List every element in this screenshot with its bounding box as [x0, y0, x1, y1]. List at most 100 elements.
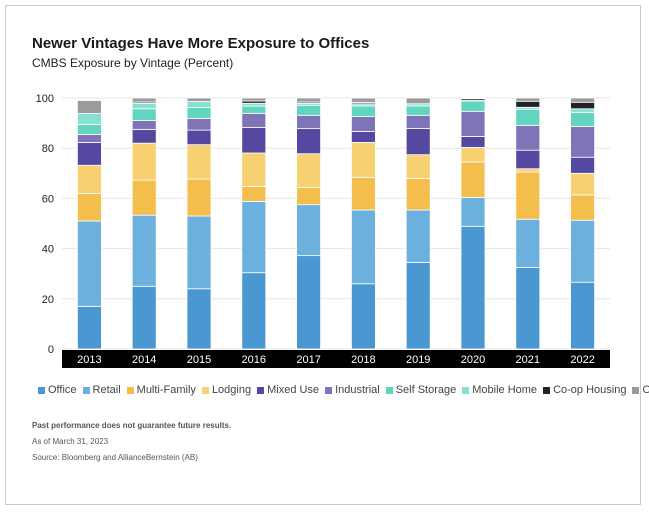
bar-segment-mixed-use-2018 [350, 130, 376, 143]
bar-segment-mixed-use-2013 [77, 142, 102, 166]
bar-segment-self-storage-2015 [186, 107, 212, 119]
bar-segment-lodging-2017 [296, 153, 322, 188]
bar-segment-other-2019 [405, 97, 431, 105]
bar-segment-self-storage-2020 [460, 100, 486, 112]
as-of-note: As of March 31, 2023 [32, 437, 109, 446]
bar-segment-self-storage-2022 [570, 111, 595, 127]
bar-segment-industrial-2013 [77, 133, 102, 143]
stacked-bar-chart: 0 20 40 60 80 100 2013 2014 2015 2016 2017 2018 2019… [36, 93, 610, 368]
bar-segment-office-2021 [515, 267, 541, 350]
bar-segment-multi-family-2015 [186, 178, 212, 217]
legend-swatch [257, 386, 265, 394]
legend-label: Industrial [335, 384, 380, 396]
legend-swatch [325, 386, 333, 394]
legend-item: Office [38, 384, 77, 396]
bar-segment-self-storage-2017 [296, 104, 322, 116]
bar-segment-multi-family-2016 [241, 185, 267, 202]
bar-segment-retail-2021 [515, 218, 541, 268]
bar-segment-retail-2015 [186, 215, 212, 290]
bar-segment-mixed-use-2014 [131, 128, 157, 144]
x-tick-label: 2014 [132, 354, 156, 366]
legend-item: Self Storage [385, 384, 457, 396]
legend-label: Co-op Housing [553, 384, 627, 396]
legend-label: Mobile Home [472, 384, 538, 396]
bar-segment-mixed-use-2020 [460, 136, 486, 148]
bar-segment-co-op-housing-2022 [570, 101, 595, 110]
bar-segment-retail-2013 [77, 220, 102, 307]
x-tick-label: 2021 [516, 354, 540, 366]
x-tick-label: 2015 [187, 354, 211, 366]
bar-segment-self-storage-2013 [77, 123, 102, 135]
x-tick-label: 2017 [296, 354, 320, 366]
chart-legend: Office Retail Multi-Family Lodging Mixed Use… [38, 384, 649, 396]
bar-segment-lodging-2014 [131, 142, 157, 181]
bar-segment-industrial-2014 [131, 120, 157, 130]
bar-segment-mobile-home-2013 [77, 113, 102, 125]
y-tick-label: 40 [42, 244, 54, 256]
bar-segment-lodging-2013 [77, 164, 102, 194]
legend-label: Multi-Family [136, 384, 196, 396]
bar-segment-industrial-2020 [460, 110, 486, 137]
legend-swatch [82, 386, 90, 394]
y-tick-label: 80 [42, 143, 54, 155]
bar-segment-industrial-2015 [186, 117, 212, 131]
bar-segment-office-2020 [460, 225, 486, 350]
bar-segment-retail-2020 [460, 196, 486, 227]
bar-segment-office-2019 [405, 262, 431, 350]
bar-segment-lodging-2016 [241, 152, 267, 187]
bar-segment-multi-family-2020 [460, 161, 486, 198]
legend-label: Office [48, 384, 77, 396]
bar-segment-retail-2018 [350, 209, 376, 285]
bar-segment-other-2018 [350, 97, 376, 103]
bar-segment-mixed-use-2019 [405, 127, 431, 156]
chart-subtitle: CMBS Exposure by Vintage (Percent) [32, 56, 234, 70]
legend-label: Self Storage [395, 384, 457, 396]
bar-segment-office-2016 [241, 272, 267, 350]
bar-segment-industrial-2021 [515, 124, 541, 151]
bar-segment-multi-family-2018 [350, 176, 376, 211]
bar-segment-other-2016 [241, 97, 267, 102]
bar-segment-lodging-2019 [405, 154, 431, 179]
disclaimer-note: Past performance does not guarantee futu… [32, 421, 232, 430]
bar-segment-lodging-2018 [350, 142, 376, 178]
bar-segment-industrial-2019 [405, 114, 431, 129]
bar-segment-self-storage-2014 [131, 108, 157, 121]
bar-segment-multi-family-2017 [296, 186, 322, 206]
x-tick-label: 2016 [242, 354, 266, 366]
bar-segment-mobile-home-2014 [131, 102, 157, 110]
bar-segment-other-2015 [186, 97, 212, 102]
bar-segment-office-2018 [350, 283, 376, 350]
legend-item: Multi-Family [126, 384, 196, 396]
bar-segment-multi-family-2022 [570, 194, 595, 221]
legend-swatch [126, 386, 134, 394]
bar-segment-mixed-use-2021 [515, 149, 541, 170]
bar-segment-other-2020 [460, 97, 486, 100]
bar-segment-retail-2019 [405, 209, 431, 263]
bar-segment-mobile-home-2015 [186, 101, 212, 108]
x-tick-label: 2018 [351, 354, 375, 366]
y-tick-label: 20 [42, 294, 54, 306]
bar-segment-office-2017 [296, 255, 322, 350]
bar-segment-self-storage-2021 [515, 108, 541, 126]
legend-item: Industrial [325, 384, 380, 396]
legend-swatch [38, 386, 45, 394]
bar-segment-mobile-home-2022 [570, 108, 595, 113]
bar-segment-mixed-use-2017 [296, 128, 322, 155]
bar-segment-industrial-2016 [241, 112, 267, 128]
bar-segment-office-2013 [77, 305, 102, 350]
bar-segment-multi-family-2019 [405, 177, 431, 211]
x-axis-band [62, 350, 610, 368]
bar-segment-other-2013 [77, 100, 102, 114]
bar-segment-other-2014 [131, 97, 157, 103]
bar-segment-mixed-use-2015 [186, 129, 212, 146]
bar-segment-multi-family-2021 [515, 171, 541, 220]
bar-segment-office-2015 [186, 288, 212, 350]
bar-segment-mobile-home-2016 [241, 102, 267, 107]
bar-segment-multi-family-2014 [131, 179, 157, 216]
y-tick-label: 60 [42, 193, 54, 205]
legend-label: Mixed Use [267, 384, 320, 396]
bar-segment-lodging-2015 [186, 144, 212, 180]
legend-item: Lodging [201, 384, 251, 396]
bar-segment-self-storage-2019 [405, 105, 431, 116]
bar-segment-self-storage-2016 [241, 105, 267, 114]
